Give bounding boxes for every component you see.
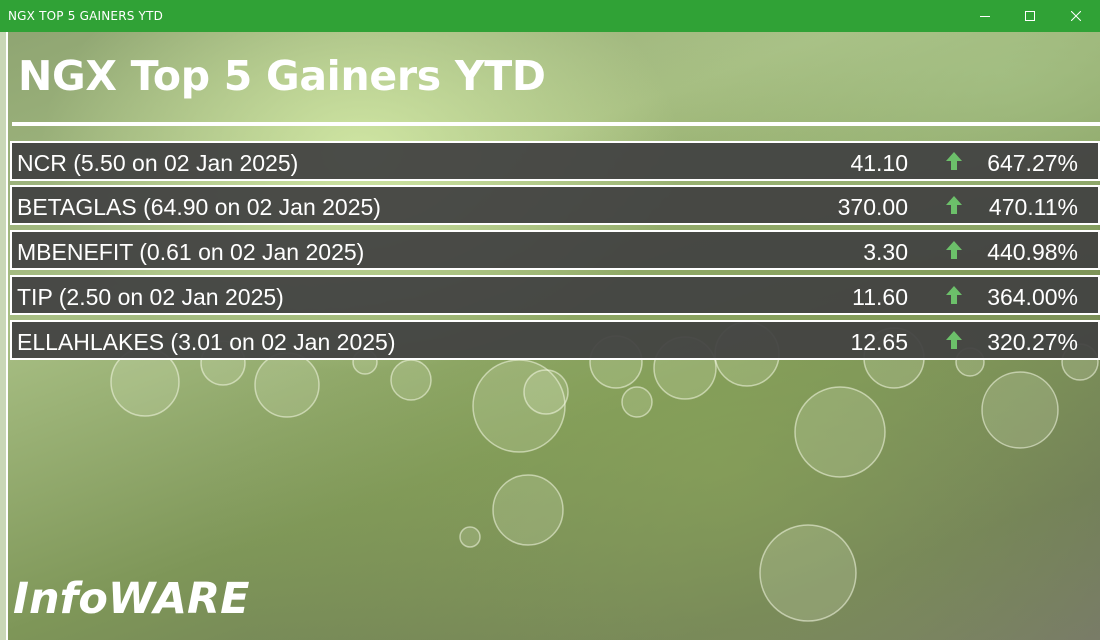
stock-price: 3.30 [863,239,908,265]
window-title: NGX TOP 5 GAINERS YTD [8,9,164,23]
stock-price: 41.10 [850,150,908,176]
up-arrow-icon [946,286,962,304]
minimize-button[interactable] [962,0,1008,32]
title-bar: NGX TOP 5 GAINERS YTD [0,0,1100,32]
minimize-icon [980,16,990,17]
app-content: NGX Top 5 Gainers YTD NCR (5.50 on 02 Ja… [0,32,1100,640]
brand-logo: InfoWARE [13,574,250,624]
stock-label: MBENEFIT (0.61 on 02 Jan 2025) [17,239,365,265]
maximize-button[interactable] [1007,0,1053,32]
stock-label: ELLAHLAKES (3.01 on 02 Jan 2025) [17,329,396,355]
gainer-row[interactable]: MBENEFIT (0.61 on 02 Jan 2025) 3.30 440.… [10,230,1100,270]
heading-divider [12,122,1100,126]
left-accent-bar [0,32,8,640]
up-arrow-icon [946,331,962,349]
stock-change: 470.11% [988,194,1078,220]
stock-change: 320.27% [987,329,1078,355]
up-arrow-icon [946,196,962,214]
stock-price: 11.60 [852,284,908,310]
gainer-row[interactable]: NCR (5.50 on 02 Jan 2025) 41.10 647.27% [10,141,1100,181]
page-title: NGX Top 5 Gainers YTD [18,52,546,100]
stock-change: 364.00% [987,284,1078,310]
stock-label: BETAGLAS (64.90 on 02 Jan 2025) [17,194,381,220]
close-button[interactable] [1053,0,1099,32]
stock-price: 12.65 [850,329,908,355]
up-arrow-icon [946,241,962,259]
stock-label: TIP (2.50 on 02 Jan 2025) [17,284,284,310]
up-arrow-icon [946,152,962,170]
stock-change: 440.98% [987,239,1078,265]
stock-change: 647.27% [987,150,1078,176]
stock-price: 370.00 [837,194,908,220]
gainer-row[interactable]: BETAGLAS (64.90 on 02 Jan 2025) 370.00 4… [10,185,1100,225]
close-icon [1071,11,1081,21]
maximize-icon [1025,11,1035,21]
stock-label: NCR (5.50 on 02 Jan 2025) [17,150,299,176]
gainer-row[interactable]: ELLAHLAKES (3.01 on 02 Jan 2025) 12.65 3… [10,320,1100,360]
gainer-row[interactable]: TIP (2.50 on 02 Jan 2025) 11.60 364.00% [10,275,1100,315]
